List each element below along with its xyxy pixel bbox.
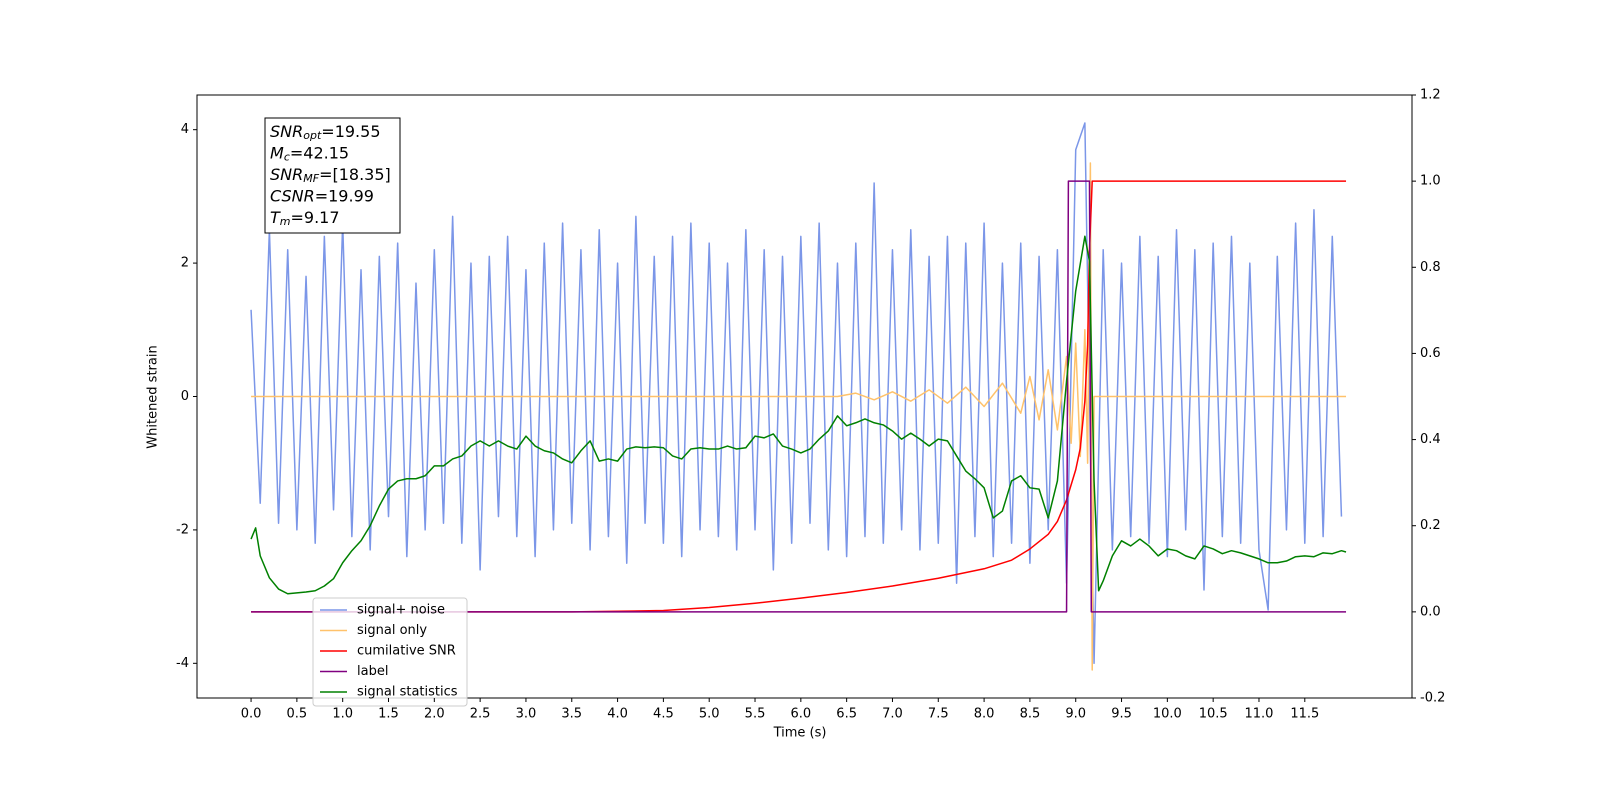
x-tick-label: 9.5 bbox=[1111, 707, 1132, 722]
legend-label: signal+ noise bbox=[357, 603, 445, 618]
x-axis-label: Time (s) bbox=[773, 726, 827, 741]
y2-tick-label: 1.2 bbox=[1420, 88, 1441, 103]
y-tick-label: 4 bbox=[181, 122, 189, 137]
series-line bbox=[251, 180, 1347, 613]
annotation-subscript: opt bbox=[303, 129, 322, 142]
y2-tick-label: 0.4 bbox=[1420, 432, 1441, 447]
annotation-symbol: CSNR bbox=[270, 186, 315, 205]
x-tick-label: 5.0 bbox=[699, 707, 720, 722]
annotation-symbol: SNR bbox=[270, 165, 303, 184]
series-line bbox=[251, 180, 1347, 613]
x-tick-label: 10.5 bbox=[1199, 707, 1228, 722]
x-tick-label: 11.5 bbox=[1290, 707, 1319, 722]
x-tick-label: 11.0 bbox=[1245, 707, 1274, 722]
x-tick-label: 8.0 bbox=[974, 707, 995, 722]
legend-label: label bbox=[357, 664, 388, 679]
x-tick-label: 3.5 bbox=[561, 707, 582, 722]
annotation-line: SNRopt=19.55 bbox=[270, 122, 381, 143]
y2-tick-label: 0.8 bbox=[1420, 260, 1441, 275]
y2-tick-label: -0.2 bbox=[1420, 691, 1445, 706]
y-axis-label: Whitened strain bbox=[146, 345, 161, 448]
x-tick-label: 7.0 bbox=[882, 707, 903, 722]
x-tick-label: 9.0 bbox=[1065, 707, 1086, 722]
legend-label: cumilative SNR bbox=[357, 644, 456, 659]
series-line bbox=[251, 162, 1347, 671]
annotation-subscript: m bbox=[280, 215, 291, 228]
annotation-subscript: MF bbox=[303, 172, 319, 185]
legend-label: signal only bbox=[357, 623, 427, 638]
annotation-value: =[18.35] bbox=[319, 165, 391, 184]
x-tick-label: 6.5 bbox=[836, 707, 857, 722]
legend: signal+ noise signal only cumilative SNR la… bbox=[312, 597, 468, 707]
annotation-frame bbox=[264, 117, 401, 234]
x-tick-label: 4.0 bbox=[607, 707, 628, 722]
x-tick-label: 2.5 bbox=[470, 707, 491, 722]
x-tick-label: 10.0 bbox=[1153, 707, 1182, 722]
annotation-value: =9.17 bbox=[291, 208, 340, 227]
annotation-line: CSNR=19.99 bbox=[270, 186, 374, 205]
y2-tick-label: 1.0 bbox=[1420, 174, 1441, 189]
x-tick-label: 1.5 bbox=[378, 707, 399, 722]
y2-tick-label: 0.2 bbox=[1420, 518, 1441, 533]
annotation-line: SNRMF=[18.35] bbox=[270, 165, 391, 186]
x-tick-label: 8.5 bbox=[1020, 707, 1041, 722]
y-tick-label: 2 bbox=[181, 256, 189, 271]
annotation-symbol: SNR bbox=[270, 122, 303, 141]
annotation-line: Mc=42.15 bbox=[270, 143, 349, 164]
annotation-box: SNRopt=19.55Mc=42.15SNRMF=[18.35]CSNR=19… bbox=[264, 117, 401, 234]
x-tick-label: 5.5 bbox=[745, 707, 766, 722]
y2-tick-label: 0.0 bbox=[1420, 604, 1441, 619]
annotation-value: =19.99 bbox=[315, 186, 374, 205]
series-line bbox=[250, 235, 1347, 595]
annotation-subscript: c bbox=[284, 151, 290, 164]
x-tick-label: 6.0 bbox=[790, 707, 811, 722]
legend-frame bbox=[312, 597, 468, 707]
x-tick-label: 3.0 bbox=[516, 707, 537, 722]
x-tick-label: 1.0 bbox=[332, 707, 353, 722]
y-tick-label: -2 bbox=[176, 522, 189, 537]
annotation-symbol: M bbox=[270, 143, 284, 162]
x-tick-label: 4.5 bbox=[653, 707, 674, 722]
y-tick-label: 0 bbox=[181, 389, 189, 404]
annotation-line: Tm=9.17 bbox=[270, 208, 340, 229]
y2-tick-label: 0.6 bbox=[1420, 346, 1441, 361]
y-tick-label: -4 bbox=[176, 656, 189, 671]
annotation-value: =42.15 bbox=[290, 143, 349, 162]
x-tick-label: 7.5 bbox=[928, 707, 949, 722]
series-line bbox=[250, 122, 1343, 665]
annotation-value: =19.55 bbox=[321, 122, 380, 141]
x-tick-label: 2.0 bbox=[424, 707, 445, 722]
annotation-symbol: T bbox=[270, 208, 281, 227]
x-tick-label: 0.0 bbox=[241, 707, 262, 722]
plot-area bbox=[250, 122, 1347, 671]
legend-label: signal statistics bbox=[357, 685, 458, 700]
x-tick-label: 0.5 bbox=[287, 707, 308, 722]
